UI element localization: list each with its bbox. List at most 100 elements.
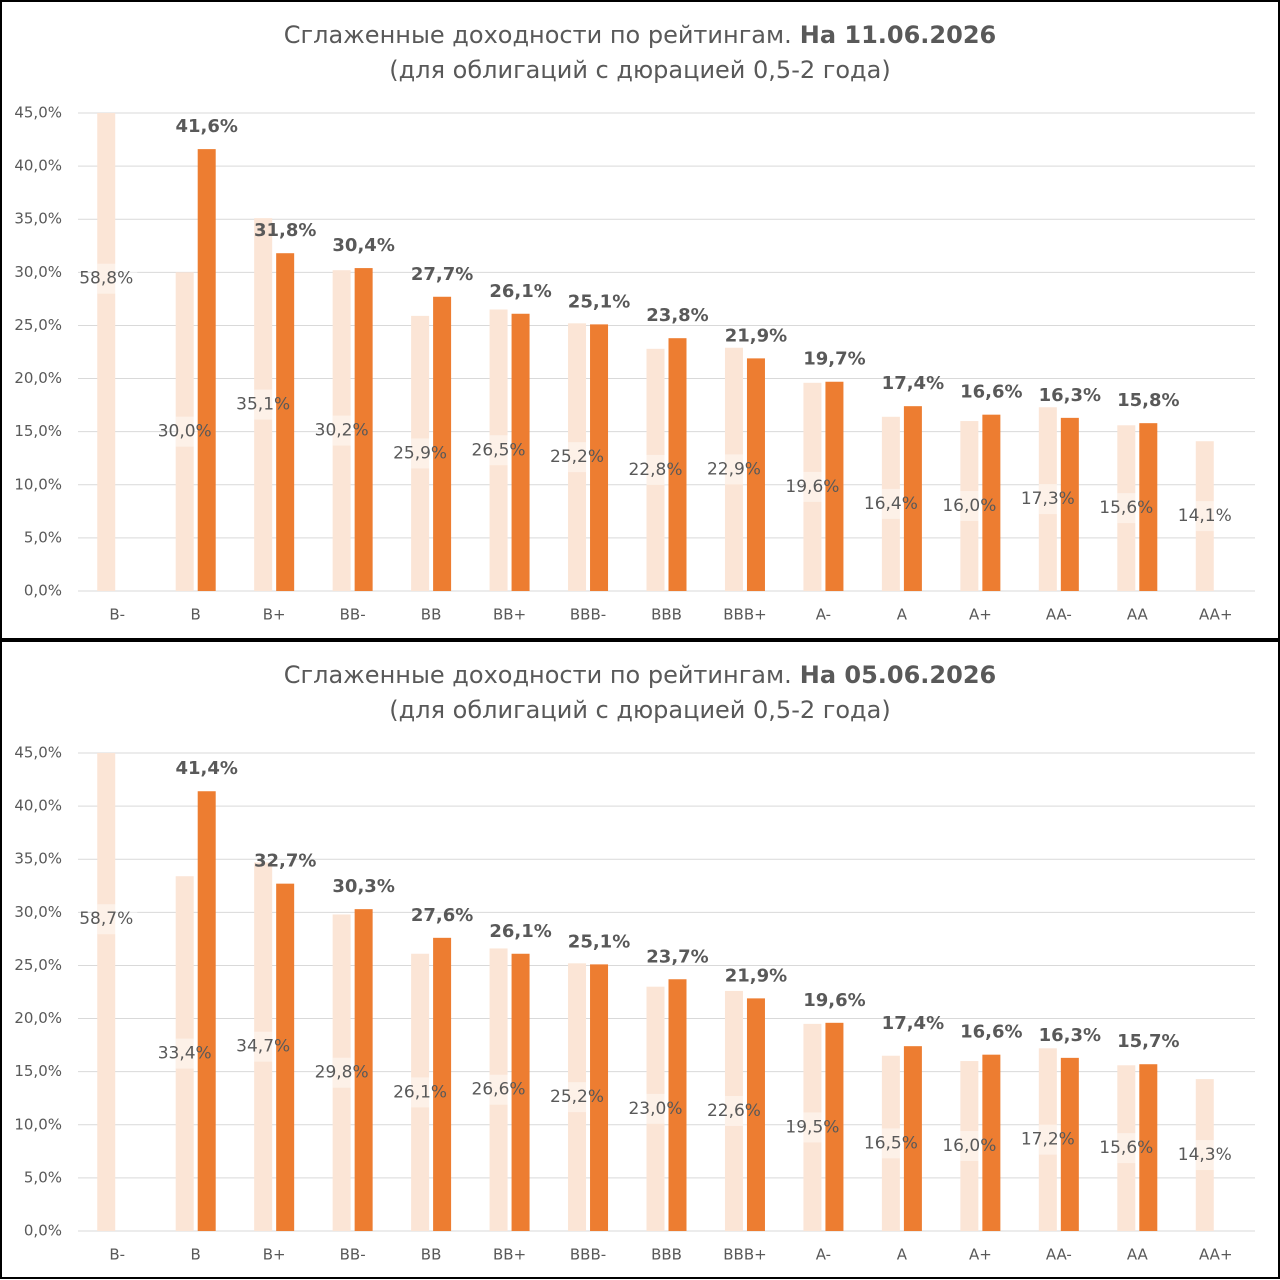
x-tick-label: BBB <box>651 1246 682 1264</box>
x-tick-label: AA- <box>1046 606 1072 624</box>
data-label: 30,4% <box>332 235 394 256</box>
data-label: 29,8% <box>315 1063 369 1083</box>
x-tick-label: AA- <box>1046 1246 1072 1264</box>
bar <box>803 382 822 591</box>
data-label: 15,6% <box>1099 1138 1153 1158</box>
bar <box>489 309 508 591</box>
bar <box>803 1023 822 1231</box>
bar <box>97 753 116 1231</box>
y-tick-label: 45,0% <box>14 104 62 122</box>
y-tick-label: 30,0% <box>14 263 62 281</box>
x-tick-label: A <box>897 1246 908 1264</box>
bar <box>960 421 979 591</box>
bar <box>332 914 351 1231</box>
bar <box>903 406 922 591</box>
y-tick-label: 0,0% <box>24 1222 62 1240</box>
data-label: 17,4% <box>882 373 944 394</box>
data-label: 21,9% <box>725 965 787 986</box>
bar <box>1117 425 1136 591</box>
bar <box>982 414 1001 591</box>
data-label: 21,9% <box>725 325 787 346</box>
data-label: 16,5% <box>864 1133 918 1153</box>
bar <box>724 990 743 1231</box>
label-band <box>1195 1140 1236 1171</box>
y-tick-label: 0,0% <box>24 582 62 600</box>
bar <box>254 218 273 591</box>
data-label: 26,1% <box>393 1082 447 1102</box>
bar <box>276 883 295 1231</box>
data-label: 32,7% <box>254 851 316 872</box>
label-band <box>97 263 138 294</box>
bar <box>511 313 530 591</box>
x-tick-label: AA <box>1127 606 1149 624</box>
data-label: 15,7% <box>1117 1031 1179 1052</box>
y-tick-label: 40,0% <box>14 157 62 175</box>
bar <box>411 315 430 591</box>
bar <box>411 953 430 1231</box>
bar <box>175 272 194 591</box>
data-label: 30,3% <box>332 876 394 897</box>
bar <box>590 964 609 1231</box>
data-label: 25,2% <box>550 1087 604 1107</box>
bar <box>97 113 116 592</box>
x-tick-label: B- <box>109 606 125 624</box>
data-label: 31,8% <box>254 220 316 241</box>
data-label: 34,7% <box>236 1037 290 1057</box>
bar <box>1038 1048 1057 1231</box>
data-label: 26,1% <box>489 281 551 302</box>
chart-title: Сглаженные доходности по рейтингам. На 11… <box>284 21 996 49</box>
data-label: 25,2% <box>550 447 604 467</box>
bar <box>1195 441 1214 591</box>
data-label: 19,6% <box>803 990 865 1011</box>
data-label: 58,8% <box>79 269 133 289</box>
data-label: 15,6% <box>1099 498 1153 518</box>
bar <box>903 1046 922 1231</box>
bar <box>197 149 216 592</box>
x-tick-label: A- <box>816 606 831 624</box>
data-label: 33,4% <box>158 1044 212 1064</box>
bar <box>175 876 194 1231</box>
plot <box>97 113 1236 592</box>
title-text: Сглаженные доходности по рейтингам. <box>284 661 792 689</box>
bar <box>354 909 373 1231</box>
bar <box>724 347 743 591</box>
x-tick-label: A+ <box>969 1246 992 1264</box>
y-tick-label: 15,0% <box>14 422 62 440</box>
bar <box>960 1061 979 1231</box>
data-label: 26,1% <box>489 921 551 942</box>
bar <box>332 270 351 591</box>
x-tick-label: AA+ <box>1199 606 1233 624</box>
data-label: 22,9% <box>707 459 761 479</box>
x-tick-label: A <box>897 606 908 624</box>
title-text: Сглаженные доходности по рейтингам. <box>284 21 792 49</box>
data-label: 23,7% <box>646 946 708 967</box>
bar <box>489 948 508 1231</box>
x-tick-label: B <box>191 606 201 624</box>
y-tick-label: 5,0% <box>24 1168 62 1186</box>
data-label: 41,4% <box>175 758 237 779</box>
bar <box>590 324 609 591</box>
data-label: 14,1% <box>1178 506 1232 526</box>
bar <box>646 986 665 1231</box>
y-tick-label: 20,0% <box>14 1009 62 1027</box>
bar <box>825 381 844 591</box>
data-label: 30,0% <box>158 422 212 442</box>
data-label: 16,0% <box>942 1136 996 1156</box>
y-tick-label: 25,0% <box>14 956 62 974</box>
labels: 58,7% 33,4% 41,4% 34,7% 32,7% 29,8% 30,3% 26,1%… <box>79 758 1232 1165</box>
x-tick-label: BB <box>421 606 442 624</box>
x-tick-label: BB- <box>340 606 366 624</box>
data-label: 19,7% <box>803 349 865 370</box>
bar <box>746 998 765 1231</box>
title-emphasis: На 11.06.2026 <box>800 21 996 49</box>
bar <box>1038 407 1057 591</box>
data-label: 25,1% <box>568 291 630 312</box>
data-label: 30,2% <box>315 421 369 441</box>
bar <box>197 791 216 1231</box>
data-label: 27,6% <box>411 905 473 926</box>
x-tick-label: BBB+ <box>723 1246 766 1264</box>
data-label: 22,8% <box>628 460 682 480</box>
data-label: 16,4% <box>864 494 918 514</box>
y-tick-label: 5,0% <box>24 528 62 546</box>
